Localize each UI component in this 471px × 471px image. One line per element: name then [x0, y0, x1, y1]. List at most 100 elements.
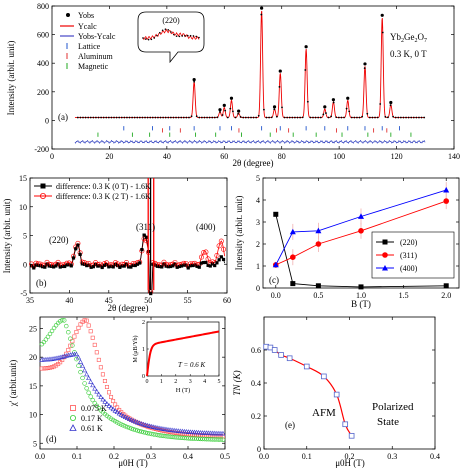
phase-boundary-point — [333, 391, 340, 398]
panel-c: 0 1 2 3 4 5 0.0 0.5 1.0 1.5 2.0 Intensity (arbit.… — [234, 174, 460, 309]
chi-point-0.075 K — [43, 366, 48, 371]
observed-point — [120, 116, 123, 119]
series-0T-point — [65, 263, 69, 267]
observed-point — [105, 116, 108, 119]
series-0T-point — [219, 255, 223, 259]
observed-point — [270, 116, 273, 119]
x-tick-label: 0.0 — [35, 452, 45, 461]
observed-point — [291, 116, 294, 119]
series-0T-point — [213, 263, 217, 268]
panel-d-inset: 0 1 2 3 4 5 0 1 2 M (μB/Yb) H (T) T = 0.6 K — [132, 320, 221, 394]
x-tick-label: 50 — [144, 296, 152, 305]
data-point-(311) — [290, 254, 296, 260]
panel-e-plot-area — [263, 343, 355, 439]
chi-point-0.17 K — [153, 432, 159, 437]
series-0T-point — [76, 243, 80, 247]
chi-point-0.61 K — [128, 417, 134, 422]
chi-point-0.075 K — [47, 365, 52, 370]
observed-point — [325, 112, 327, 114]
chi-point-0.17 K — [51, 325, 57, 331]
chi-point-0.17 K — [82, 381, 87, 386]
series-0T-point — [32, 266, 36, 270]
x-tick-label: 80 — [278, 152, 286, 161]
phase-boundary-point — [303, 363, 310, 370]
chi-point-0.17 K — [127, 425, 132, 431]
inset-callout-label: (220) — [162, 16, 180, 25]
panel-d-frame — [39, 316, 226, 450]
series-0T-point — [63, 264, 67, 269]
x-tick-label: 40 — [65, 296, 73, 305]
observed-peak-point — [192, 78, 196, 82]
chi-point-0.075 K — [50, 365, 55, 370]
chi-point-0.17 K — [149, 431, 154, 437]
chi-point-0.61 K — [78, 359, 84, 364]
y-tick-label: 5 — [23, 232, 27, 241]
chi-point-0.17 K — [125, 424, 130, 430]
series-0T-point — [175, 265, 179, 269]
observed-point — [288, 116, 291, 119]
chi-point-0.075 K — [41, 366, 46, 371]
observed-peak-point — [218, 108, 222, 112]
chi-point-0.17 K — [143, 430, 148, 435]
phase-boundary-point — [286, 355, 293, 362]
series-0T-point — [41, 265, 45, 269]
legend-marker-017K — [70, 414, 77, 421]
series-2T-point — [201, 250, 207, 256]
legend-diff: Yobs-Ycalc — [78, 32, 116, 41]
observed-point — [317, 116, 320, 119]
observed-point — [402, 116, 405, 119]
x-tick-label: 100 — [333, 152, 345, 161]
chi-point-0.17 K — [68, 336, 73, 341]
series-0T-point — [52, 265, 56, 269]
observed-point — [190, 115, 193, 118]
chi-point-0.61 K — [75, 354, 81, 360]
series-0T-point — [69, 264, 73, 268]
panel-d-x-axis-label: μ0H (T) — [118, 458, 148, 468]
y-tick-label: 0.6 — [251, 346, 261, 355]
chi-point-0.075 K — [107, 390, 112, 395]
panel-a-inset-callout: (220) — [137, 11, 205, 64]
afm-label: AFM — [312, 407, 336, 419]
observed-point — [200, 116, 203, 119]
observed-point — [330, 115, 333, 118]
x-tick-label: 40 — [163, 152, 171, 161]
chi-point-0.17 K — [43, 337, 49, 342]
observed-point — [384, 115, 387, 118]
chi-point-0.075 K — [98, 365, 103, 370]
panel-c-legend: (220) (311) (400) — [371, 231, 455, 279]
panel-e: 0 0.2 0.4 0.6 0.0 0.1 0.2 0.3 0.4 TN (K) μ0H (T… — [232, 316, 440, 468]
observed-point — [420, 116, 423, 119]
series-2T-point — [205, 256, 211, 262]
inset-point — [150, 38, 153, 41]
x-tick-label: 45 — [105, 296, 113, 305]
observed-point — [234, 116, 237, 119]
x-tick-label: 0.5 — [220, 452, 230, 461]
panel-d-plot-area — [39, 317, 226, 442]
observed-point — [399, 116, 402, 119]
x-tick-label: 0.2 — [109, 452, 119, 461]
chi-point-0.075 K — [54, 363, 59, 368]
observed-point — [281, 106, 283, 109]
chi-point-0.17 K — [151, 432, 156, 437]
chi-point-0.075 K — [102, 378, 107, 383]
series-0T-point — [182, 263, 186, 267]
inset-point — [142, 37, 144, 39]
legend-0T: difference: 0.3 K (0 T) - 1.6K — [56, 182, 151, 191]
phase-boundary-curve — [266, 346, 353, 437]
observed-point — [164, 116, 167, 119]
panel-a-x-ticks: 0 20 40 60 80 100 120 140 — [50, 6, 460, 161]
panel-a-y-ticks: -200 0 200 400 600 800 — [34, 2, 454, 154]
chi-point-0.075 K — [68, 343, 73, 348]
y-tick-label: 2 — [256, 240, 260, 249]
panel-a-label: (a) — [58, 112, 68, 122]
observed-point — [327, 116, 330, 119]
series-2T-point — [203, 249, 209, 255]
chi-point-0.075 K — [39, 366, 44, 371]
observed-point — [345, 107, 348, 110]
observed-point — [177, 116, 180, 119]
x-tick-label: 1.5 — [399, 291, 409, 300]
panel-c-y-ticks: 0 1 2 3 4 5 — [256, 174, 459, 293]
observed-point — [361, 115, 364, 118]
observed-point — [195, 115, 198, 118]
